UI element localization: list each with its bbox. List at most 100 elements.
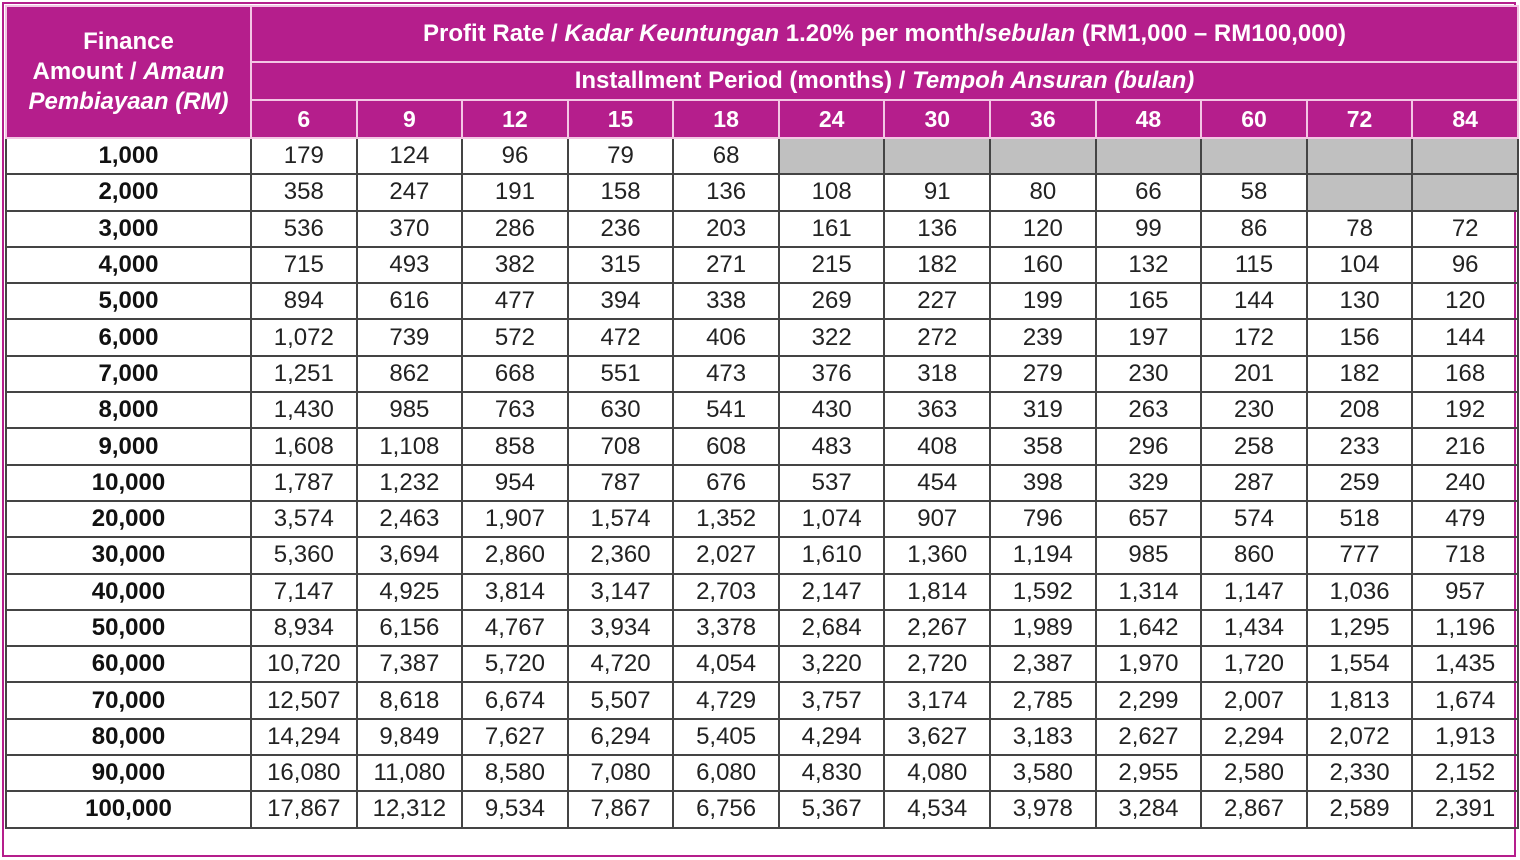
installment-cell: 9,849 [355, 717, 464, 757]
installment-cell: 2,360 [566, 536, 675, 575]
installment-cell: 239 [989, 318, 1097, 357]
table-row: 70,000 12,507 8,618 6,674 5,507 4,729 3,757 3,1… [5, 681, 1519, 720]
installment-cell: 1,435 [1411, 645, 1519, 684]
installment-cell: 230 [1094, 354, 1203, 394]
installment-cell: 1,970 [1094, 645, 1203, 684]
installment-cell: 2,027 [672, 536, 780, 575]
installment-cell: 551 [566, 354, 675, 394]
period-header-15: 15 [566, 99, 675, 139]
installment-cell: 96 [1411, 245, 1519, 285]
installment-cell: 216 [1411, 427, 1519, 466]
installment-cell: 1,352 [672, 499, 780, 539]
period-header-30: 30 [883, 99, 992, 139]
finance-amount-cell: 80,000 [5, 717, 252, 757]
finance-amount-cell: 9,000 [5, 427, 252, 466]
installment-cell: 199 [989, 282, 1097, 321]
table-row: 20,000 3,574 2,463 1,907 1,574 1,352 1,074 907 7… [5, 499, 1519, 539]
installment-cell: 104 [1305, 245, 1414, 285]
installment-cell: 1,608 [250, 427, 358, 466]
installment-cell: 120 [1411, 282, 1519, 321]
installment-cell: 192 [1411, 391, 1519, 430]
installment-cell: 518 [1305, 499, 1414, 539]
installment-cell: 1,194 [989, 536, 1097, 575]
finance-amount-cell: 100,000 [5, 790, 252, 829]
period-header-row: 6 9 12 15 18 24 30 36 48 60 72 84 [6, 99, 1519, 139]
installment-cell: 1,434 [1200, 608, 1308, 648]
installment-cell: 124 [355, 136, 464, 176]
amount-label-line2-italic: Amaun [143, 58, 225, 85]
unavailable-cell [1305, 173, 1414, 212]
installment-cell: 6,156 [355, 608, 464, 648]
installment-cell: 473 [672, 354, 780, 394]
installment-cell: 136 [883, 209, 992, 248]
installment-cell: 985 [1094, 536, 1203, 575]
installment-cell: 2,627 [1094, 717, 1203, 757]
installment-cell: 7,147 [250, 572, 358, 611]
installment-cell: 136 [672, 173, 780, 212]
installment-cell: 2,684 [777, 608, 886, 648]
installment-cell: 541 [672, 391, 780, 430]
installment-cell: 259 [1305, 463, 1414, 502]
installment-cell: 430 [777, 391, 886, 430]
installment-cell: 616 [355, 282, 464, 321]
installment-cell: 398 [989, 463, 1097, 502]
installment-cell: 1,592 [989, 572, 1097, 611]
installment-cell: 1,913 [1411, 717, 1519, 757]
installment-cell: 370 [355, 209, 464, 248]
installment-cell: 630 [566, 391, 675, 430]
installment-cell: 130 [1305, 282, 1414, 321]
installment-cell: 376 [777, 354, 886, 394]
installment-cell: 96 [461, 136, 569, 176]
installment-cell: 3,183 [989, 717, 1097, 757]
installment-cell: 5,367 [777, 790, 886, 829]
installment-cell: 329 [1094, 463, 1203, 502]
installment-cell: 108 [777, 173, 886, 212]
installment-cell: 172 [1200, 318, 1308, 357]
amount-label-line2: Amount / [32, 58, 144, 85]
installment-cell: 985 [355, 391, 464, 430]
installment-cell: 271 [672, 245, 780, 285]
installment-cell: 4,054 [672, 645, 780, 684]
installment-cell: 263 [1094, 391, 1203, 430]
installment-cell: 6,294 [566, 717, 675, 757]
installment-cell: 91 [883, 173, 992, 212]
installment-cell: 2,720 [883, 645, 992, 684]
table-row: 6,000 1,072 739 572 472 406 322 272 239 197 172 156… [5, 318, 1519, 357]
table-row: 9,000 1,608 1,108 858 708 608 483 408 358 296 258 2… [5, 427, 1519, 466]
table-row: 50,000 8,934 6,156 4,767 3,934 3,378 2,684 2,26… [5, 608, 1519, 648]
installment-cell: 3,757 [777, 681, 886, 720]
unavailable-cell [777, 136, 886, 176]
installment-cell: 4,767 [461, 608, 569, 648]
installment-cell: 203 [672, 209, 780, 248]
table-row: 10,000 1,787 1,232 954 787 676 537 454 398 329 287… [5, 463, 1519, 502]
installment-cell: 2,294 [1200, 717, 1308, 757]
installment-cell: 296 [1094, 427, 1203, 466]
installment-cell: 8,580 [461, 754, 569, 793]
installment-cell: 272 [883, 318, 992, 357]
installment-cell: 315 [566, 245, 675, 285]
installment-cell: 2,589 [1305, 790, 1414, 829]
period-header-6: 6 [250, 99, 358, 139]
installment-cell: 1,813 [1305, 681, 1414, 720]
installment-cell: 120 [989, 209, 1097, 248]
period-header-36: 36 [989, 99, 1097, 139]
installment-cell: 8,934 [250, 608, 358, 648]
rate-suffix: (RM1,000 – RM100,000) [1075, 20, 1346, 47]
unavailable-cell [1411, 173, 1519, 212]
installment-cell: 2,267 [883, 608, 992, 648]
installment-cell: 1,674 [1411, 681, 1519, 720]
installment-cell: 363 [883, 391, 992, 430]
installment-cell: 2,299 [1094, 681, 1203, 720]
installment-cell: 6,674 [461, 681, 569, 720]
installment-cell: 6,080 [672, 754, 780, 793]
installment-cell: 3,574 [250, 499, 358, 539]
installment-cell: 160 [989, 245, 1097, 285]
installment-cell: 10,720 [250, 645, 358, 684]
installment-cell: 860 [1200, 536, 1308, 575]
installment-cell: 14,294 [250, 717, 358, 757]
installment-cell: 3,934 [566, 608, 675, 648]
installment-cell: 1,314 [1094, 572, 1203, 611]
installment-cell: 269 [777, 282, 886, 321]
table-row: 1,000 179 124 96 79 68 [5, 136, 1519, 176]
installment-cell: 17,867 [250, 790, 358, 829]
